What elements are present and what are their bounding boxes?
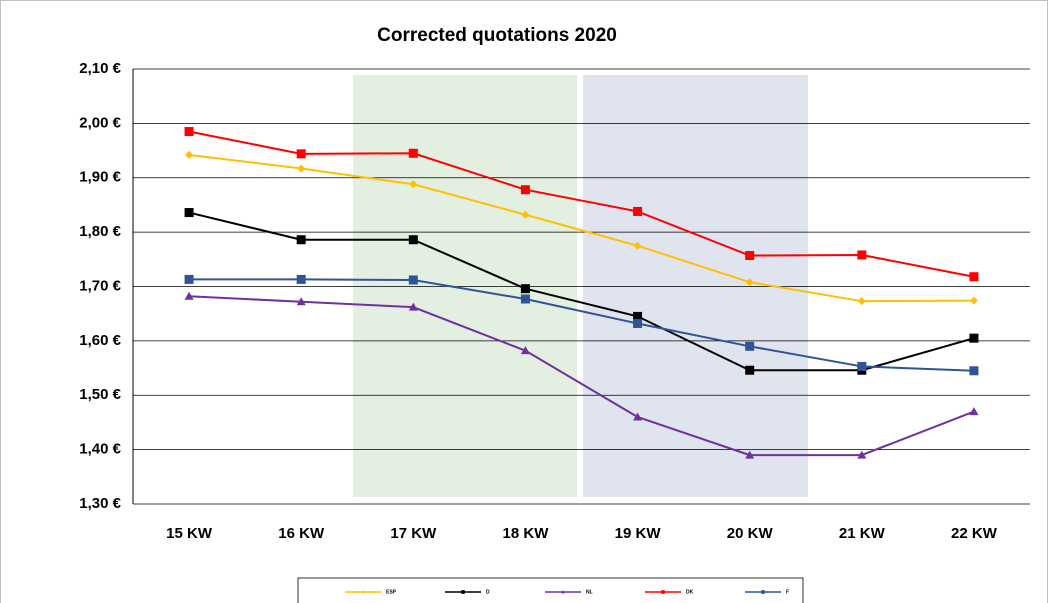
x-tick-label: 19 KW bbox=[615, 525, 662, 542]
y-tick-label: 1,80 € bbox=[79, 223, 121, 240]
legend-marker bbox=[661, 590, 665, 594]
y-tick-label: 2,00 € bbox=[79, 114, 121, 131]
data-point bbox=[409, 149, 418, 158]
data-point bbox=[409, 275, 418, 284]
data-point bbox=[297, 235, 306, 244]
data-point bbox=[745, 251, 754, 260]
x-tick-label: 21 KW bbox=[839, 525, 886, 542]
page: {"chart_data": {"type": "line", "title":… bbox=[0, 0, 1049, 603]
data-point bbox=[857, 250, 866, 259]
data-point bbox=[409, 235, 418, 244]
legend-label: D bbox=[486, 589, 490, 595]
x-tick-label: 20 KW bbox=[727, 525, 774, 542]
x-tick-label: 16 KW bbox=[278, 525, 325, 542]
data-point bbox=[521, 295, 530, 304]
y-tick-label: 1,90 € bbox=[79, 169, 121, 186]
watermark bbox=[353, 75, 577, 497]
data-point bbox=[969, 272, 978, 281]
y-tick-label: 1,30 € bbox=[79, 495, 121, 512]
chart-title: Corrected quotations 2020 bbox=[377, 25, 617, 46]
y-tick-label: 1,40 € bbox=[79, 441, 121, 458]
data-point bbox=[297, 275, 306, 284]
data-point bbox=[633, 207, 642, 216]
y-tick-label: 1,60 € bbox=[79, 332, 121, 349]
data-point bbox=[857, 362, 866, 371]
x-tick-label: 22 KW bbox=[951, 525, 998, 542]
x-tick-label: 18 KW bbox=[503, 525, 550, 542]
data-point bbox=[297, 149, 306, 158]
data-point bbox=[969, 366, 978, 375]
data-point bbox=[745, 366, 754, 375]
legend-box bbox=[298, 578, 803, 603]
y-tick-label: 2,10 € bbox=[79, 60, 121, 77]
legend-label: DK bbox=[686, 589, 694, 595]
y-tick-label: 1,70 € bbox=[79, 277, 121, 294]
legend-label: ESP bbox=[386, 589, 397, 595]
data-point bbox=[969, 334, 978, 343]
data-point bbox=[633, 319, 642, 328]
x-tick-label: 15 KW bbox=[166, 525, 213, 542]
y-tick-label: 1,50 € bbox=[79, 386, 121, 403]
data-point bbox=[185, 275, 194, 284]
x-tick-label: 17 KW bbox=[390, 525, 437, 542]
legend-label: NL bbox=[586, 589, 593, 595]
data-point bbox=[521, 185, 530, 194]
data-point bbox=[185, 208, 194, 217]
legend-marker bbox=[761, 590, 765, 594]
legend-marker bbox=[461, 590, 465, 594]
data-point bbox=[521, 284, 530, 293]
legend-label: F bbox=[786, 589, 789, 595]
data-point bbox=[185, 127, 194, 136]
data-point bbox=[745, 342, 754, 351]
chart: Corrected quotations 2020 1,30 € 1,40 € 1,… bbox=[0, 0, 1049, 603]
